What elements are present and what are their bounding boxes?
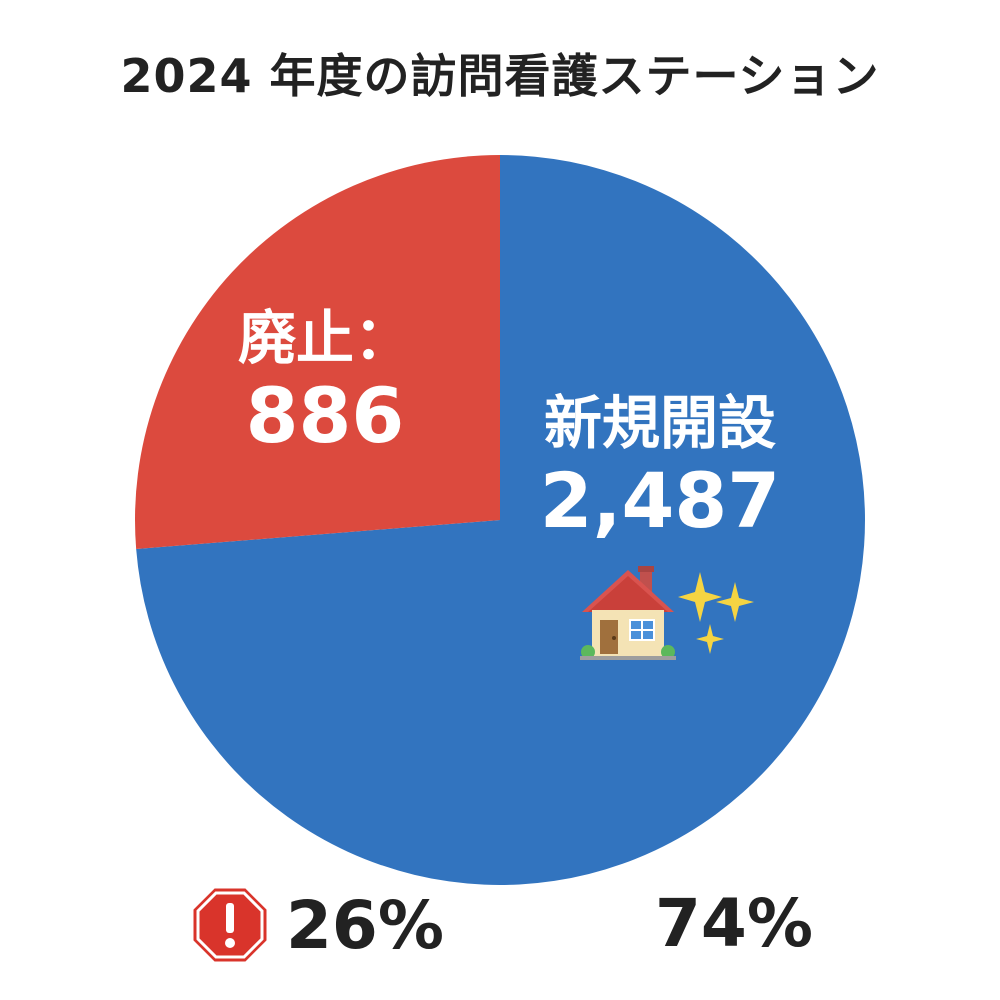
chart-title: 2024 年度の訪問看護ステーション: [120, 49, 880, 103]
percent-closed: 26%: [190, 885, 444, 965]
percent-new-text: 74%: [655, 885, 813, 962]
slice-label-new: 新規開設 2,487: [505, 390, 815, 662]
slice-value-new: 2,487: [539, 455, 781, 545]
warning-octagon-icon: [190, 885, 270, 965]
house-sparkles-icon: [505, 562, 815, 662]
percent-closed-text: 26%: [286, 886, 444, 964]
pie-slice-closed: [135, 155, 501, 550]
slice-value-closed: 886: [245, 370, 405, 460]
pie-slice-new: [136, 155, 865, 885]
slice-name-new: 新規開設: [543, 389, 776, 457]
slice-label-closed: 廃止： 886: [205, 305, 445, 459]
percent-new: 74%: [655, 885, 813, 962]
slice-name-closed: 廃止：: [237, 304, 412, 372]
